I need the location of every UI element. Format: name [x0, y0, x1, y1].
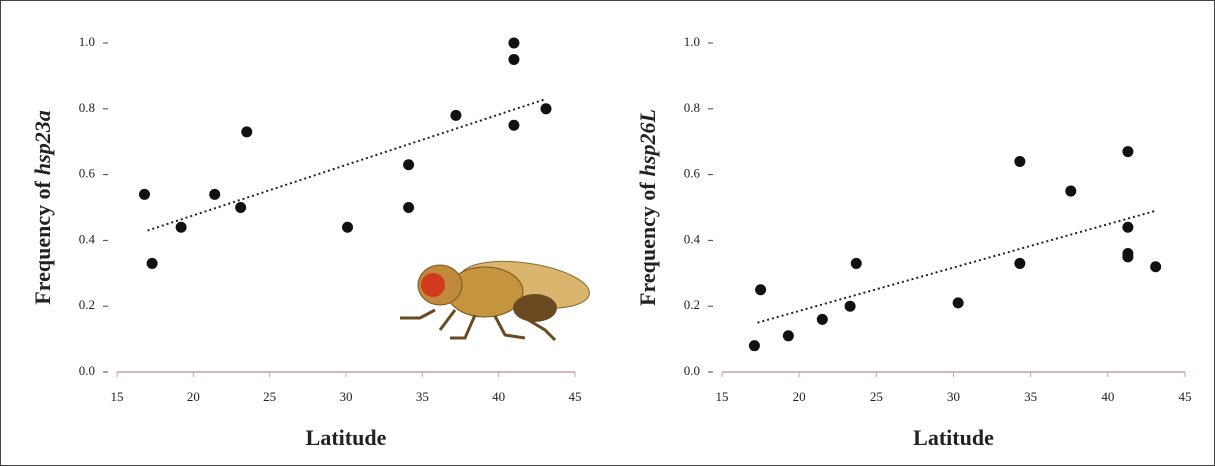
data-point [508, 54, 519, 65]
x-tick-label: 35 [416, 389, 429, 404]
y-axis-label-text: Frequency of [635, 182, 660, 306]
x-tick-label: 45 [1179, 389, 1192, 404]
x-tick-label: 35 [1024, 389, 1037, 404]
data-point [540, 103, 551, 114]
x-axis-label: Latitude [913, 425, 994, 450]
data-point [235, 202, 246, 213]
y-axis-label-text: Frequency of [30, 180, 55, 304]
data-point [783, 330, 794, 341]
y-axis-label: Frequency of hsp23a [30, 110, 55, 304]
data-point [450, 110, 461, 121]
x-tick-label: 15 [111, 389, 124, 404]
y-tick-label: 1.0 [684, 34, 700, 49]
y-tick-label: 0.8 [684, 100, 700, 115]
data-point [817, 314, 828, 325]
x-tick-label: 40 [1101, 389, 1114, 404]
y-tick-label: 0.4 [684, 231, 701, 246]
data-point [508, 38, 519, 49]
x-tick-label: 15 [716, 389, 729, 404]
y-tick-label: 0.0 [79, 363, 95, 378]
data-point [508, 120, 519, 131]
x-tick-label: 45 [569, 389, 582, 404]
y-axis-label: Frequency of hsp26L [635, 109, 660, 306]
y-tick-label: 0.4 [79, 231, 96, 246]
data-point [1014, 258, 1025, 269]
figure: 0.0 0.2 0.4 0.6 0.8 1.0 15 20 25 30 35 40 45 Latitude… [0, 0, 1215, 466]
x-tick-label: 20 [793, 389, 806, 404]
data-point [1150, 261, 1161, 272]
y-tick-label: 1.0 [79, 34, 95, 49]
y-tick-label: 0.8 [79, 100, 95, 115]
x-axis-label: Latitude [306, 425, 387, 450]
y-tick-label: 0.6 [79, 166, 96, 181]
data-point [139, 189, 150, 200]
data-point [1122, 251, 1133, 262]
data-point [403, 202, 414, 213]
data-point [953, 297, 964, 308]
data-point [851, 258, 862, 269]
y-axis-label-gene: hsp26L [635, 109, 660, 176]
y-tick-label: 0.2 [79, 297, 95, 312]
x-tick-label: 20 [187, 389, 200, 404]
data-point [147, 258, 158, 269]
data-point [1065, 186, 1076, 197]
x-tick-label: 30 [947, 389, 960, 404]
y-tick-label: 0.2 [684, 297, 700, 312]
x-tick-label: 25 [263, 389, 276, 404]
data-point [1122, 222, 1133, 233]
data-point [845, 301, 856, 312]
data-point [1122, 146, 1133, 157]
data-point [1014, 156, 1025, 167]
data-point [176, 222, 187, 233]
data-point [403, 159, 414, 170]
y-tick-label: 0.0 [684, 363, 700, 378]
x-tick-label: 25 [870, 389, 883, 404]
data-point [209, 189, 220, 200]
data-point [755, 284, 766, 295]
y-tick-label: 0.6 [684, 166, 701, 181]
x-tick-label: 30 [340, 389, 353, 404]
x-tick-label: 40 [492, 389, 505, 404]
data-point [749, 340, 760, 351]
y-axis-label-gene: hsp23a [30, 110, 55, 175]
data-point [342, 222, 353, 233]
data-point [241, 126, 252, 137]
